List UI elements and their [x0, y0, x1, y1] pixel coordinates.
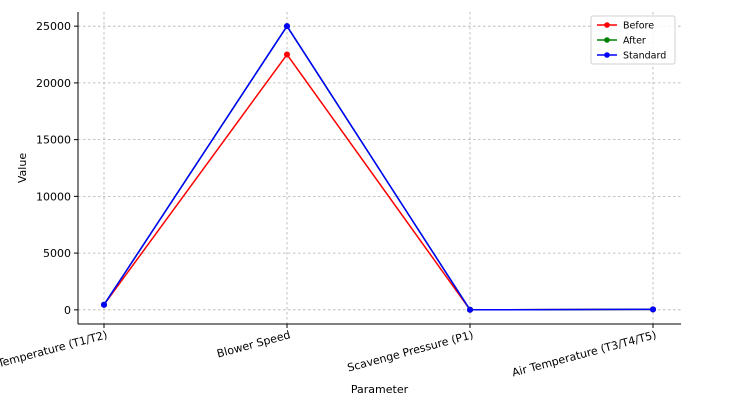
grid [78, 12, 681, 324]
legend-label-standard: Standard [623, 51, 666, 62]
x-axis-label: Parameter [351, 383, 409, 396]
axes: 0 5000 10000 15000 20000 25000 Exhaust Tempera… [0, 12, 681, 396]
y-tick-label: 20000 [36, 77, 71, 90]
legend-box [590, 15, 676, 65]
series-line-standard [103, 24, 654, 311]
legend-label-after: After [623, 36, 646, 47]
series-line-before [103, 53, 654, 311]
data-point-before [284, 51, 290, 58]
data-point-standard [101, 301, 107, 308]
x-tick-label: Exhaust Temperature (T1/T2) [0, 328, 109, 382]
y-tick-label: 10000 [36, 190, 71, 203]
legend: Before After Standard [590, 15, 676, 65]
legend-marker-after [604, 37, 610, 43]
series-layer [101, 23, 656, 313]
x-tick-label: Scavenge Pressure (P1) [346, 328, 475, 374]
y-tick-label: 15000 [36, 134, 71, 147]
legend-marker-standard [604, 52, 610, 58]
y-tick-label: 0 [64, 304, 71, 317]
data-point-standard [284, 23, 290, 30]
y-tick-label: 25000 [36, 20, 71, 33]
x-tick-label: Air Temperature (T3/T4/T5) [511, 328, 658, 379]
legend-label-before: Before [623, 21, 654, 32]
y-tick-label: 5000 [43, 247, 71, 260]
data-point-standard [650, 306, 656, 313]
legend-marker-before [604, 22, 610, 28]
data-point-standard [467, 306, 473, 313]
y-axis-label: Value [16, 153, 29, 183]
x-tick-label: Blower Speed [215, 328, 291, 360]
